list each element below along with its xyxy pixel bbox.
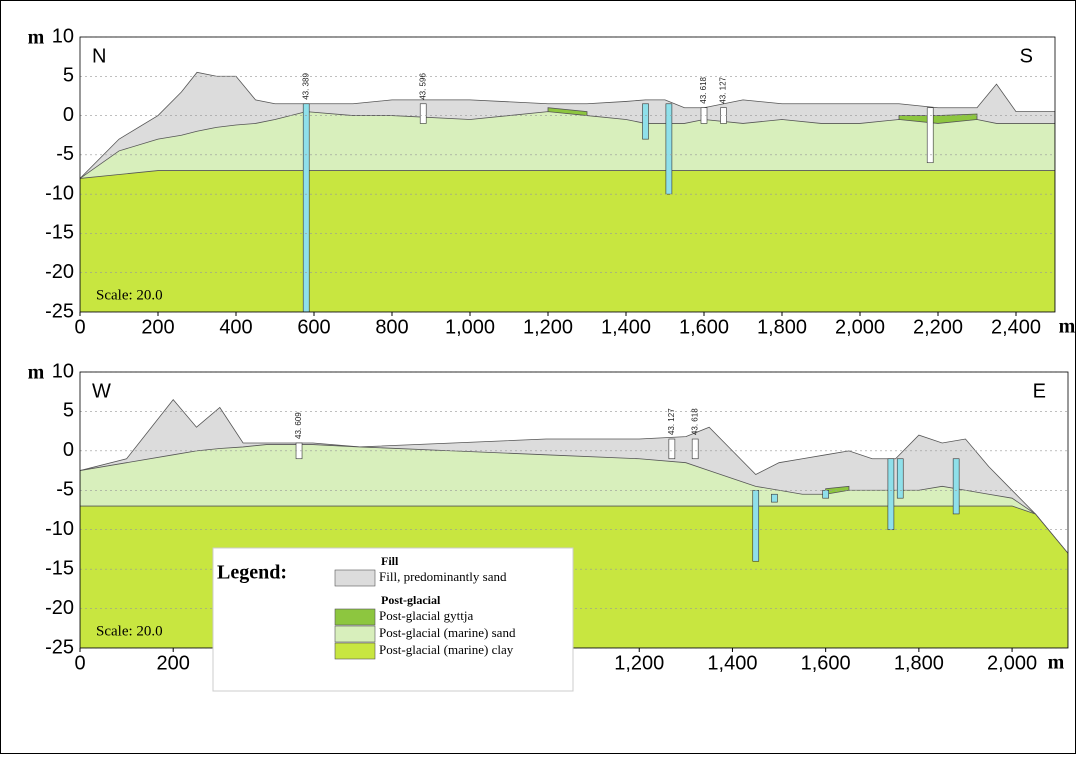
y-tick-label: -10 — [45, 182, 74, 204]
x-unit: m — [1048, 652, 1065, 674]
legend-label: Post-glacial (marine) clay — [379, 642, 514, 657]
y-tick-label: -5 — [56, 143, 74, 165]
legend-title: Legend: — [217, 562, 287, 584]
borehole-label: 43. 596 — [418, 73, 427, 100]
borehole — [952, 458, 960, 515]
x-tick-label: 2,000 — [987, 652, 1037, 674]
x-tick-label: 600 — [297, 316, 330, 338]
x-tick-label: 2,000 — [835, 316, 885, 338]
scale: Scale: 20.0 — [96, 623, 163, 639]
y-tick-label: 10 — [52, 360, 74, 382]
y-unit: m — [28, 362, 45, 384]
borehole — [887, 458, 895, 531]
borehole — [896, 458, 904, 499]
x-tick-label: 2,400 — [991, 316, 1041, 338]
borehole-label: 43. 609 — [294, 412, 303, 439]
borehole-label: 43. 127 — [719, 76, 728, 103]
direction-left: W — [92, 380, 111, 402]
plot-border — [79, 36, 1056, 313]
borehole-label: 43. 618 — [699, 76, 708, 103]
x-tick-label: 200 — [157, 652, 190, 674]
layer — [80, 170, 1055, 312]
borehole-label: 43. 618 — [690, 408, 699, 435]
borehole — [665, 103, 673, 195]
y-tick-label: -15 — [45, 557, 74, 579]
borehole — [668, 438, 676, 460]
x-tick-label: 800 — [375, 316, 408, 338]
legend-swatch — [334, 608, 376, 626]
x-tick-label: 1,600 — [679, 316, 729, 338]
y-tick-label: 5 — [63, 65, 74, 87]
y-tick-label: -5 — [56, 479, 74, 501]
scale: Scale: 20.0 — [96, 287, 163, 303]
y-tick-label: 0 — [63, 104, 74, 126]
legend-swatch — [334, 642, 376, 660]
x-tick-label: 1,400 — [707, 652, 757, 674]
borehole — [771, 493, 778, 503]
y-tick-label: -25 — [45, 636, 74, 658]
legend-swatch — [334, 625, 376, 643]
x-tick-label: 1,800 — [757, 316, 807, 338]
borehole — [419, 103, 427, 124]
x-tick-label: 1,400 — [601, 316, 651, 338]
y-tick-label: 5 — [63, 400, 74, 422]
legend-heading: Fill — [381, 554, 399, 568]
x-tick-label: 400 — [219, 316, 252, 338]
y-tick-label: -15 — [45, 222, 74, 244]
y-tick-label: -10 — [45, 518, 74, 540]
plot-border — [79, 371, 1069, 649]
legend-heading: Post-glacial — [381, 593, 441, 607]
plot — [80, 71, 1055, 312]
borehole — [642, 103, 649, 140]
borehole — [691, 438, 699, 460]
borehole — [752, 489, 760, 562]
x-tick-label: 0 — [74, 316, 85, 338]
direction-right: S — [1020, 45, 1033, 67]
x-tick-label: 1,600 — [801, 652, 851, 674]
y-tick-label: -25 — [45, 300, 74, 322]
direction-left: N — [92, 45, 106, 67]
x-unit: m — [1059, 316, 1076, 338]
x-tick-label: 1,200 — [614, 652, 664, 674]
legend-label: Post-glacial (marine) sand — [379, 625, 516, 640]
legend-swatch — [334, 569, 376, 587]
x-tick-label: 1,800 — [894, 652, 944, 674]
y-tick-label: -20 — [45, 597, 74, 619]
legend-box — [212, 547, 574, 692]
x-tick-label: 1,200 — [523, 316, 573, 338]
direction-right: E — [1033, 380, 1046, 402]
legend-label: Post-glacial gyttja — [379, 608, 473, 623]
borehole — [302, 103, 310, 312]
x-tick-label: 1,000 — [445, 316, 495, 338]
borehole — [926, 107, 934, 164]
borehole — [822, 489, 829, 499]
x-tick-label: 2,200 — [913, 316, 963, 338]
x-tick-label: 200 — [141, 316, 174, 338]
y-tick-label: -20 — [45, 261, 74, 283]
y-tick-label: 10 — [52, 25, 74, 47]
borehole-label: 43. 127 — [667, 408, 676, 435]
borehole-label: 43. 389 — [301, 73, 310, 100]
x-tick-label: 0 — [74, 652, 85, 674]
legend-label: Fill, predominantly sand — [379, 569, 507, 584]
y-tick-label: 0 — [63, 439, 74, 461]
y-unit: m — [28, 27, 45, 49]
